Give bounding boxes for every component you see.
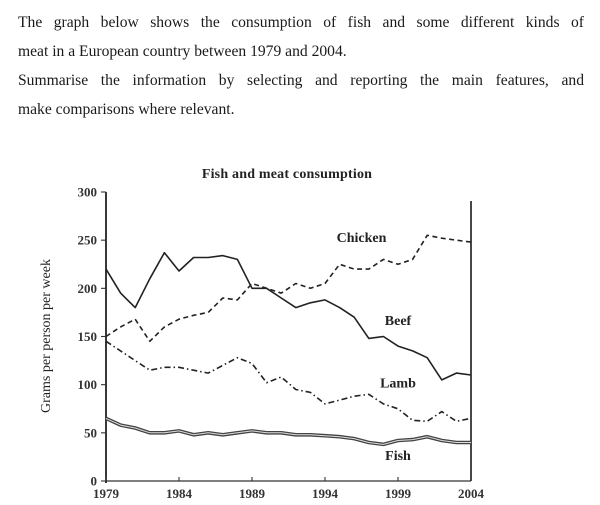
line-chart: Fish and meat consumption Grams per pers… <box>0 150 600 505</box>
y-tick-label: 200 <box>78 281 98 296</box>
x-tick-label: 1984 <box>166 486 193 501</box>
x-tick-label: 1989 <box>239 486 266 501</box>
label-chicken: Chicken <box>337 231 387 246</box>
y-tick-label: 100 <box>78 377 98 392</box>
chart-title: Fish and meat consumption <box>202 167 372 182</box>
y-tick-label: 250 <box>78 233 98 248</box>
y-tick-label: 300 <box>78 185 98 200</box>
lamb-line <box>105 340 472 423</box>
axes: 0 50 100 150 200 250 300 1979 1984 1989 1994 1999 20… <box>78 185 485 502</box>
x-tick-label: 1979 <box>93 486 120 501</box>
series-lines <box>105 234 472 447</box>
label-lamb: Lamb <box>380 377 416 392</box>
prompt-line-1: The graph below shows the consumption of… <box>18 14 584 31</box>
prompt-line-3: Summarise the information by selecting a… <box>18 72 584 89</box>
task-prompt: The graph below shows the consumption of… <box>18 8 584 124</box>
x-tick-label: 1999 <box>385 486 412 501</box>
beef-line <box>105 251 472 381</box>
chicken-line <box>105 234 472 343</box>
prompt-line-2: meat in a European country between 1979 … <box>18 43 347 60</box>
label-fish: Fish <box>385 449 411 464</box>
label-beef: Beef <box>385 314 412 329</box>
series-labels: Chicken Beef Lamb Fish <box>337 231 417 464</box>
x-tick-label: 1994 <box>312 486 339 501</box>
y-axis-title: Grams per person per week <box>39 259 54 413</box>
y-tick-label: 0 <box>91 474 98 489</box>
fish-line <box>105 416 471 447</box>
y-tick-label: 150 <box>78 329 98 344</box>
chart-canvas: Fish and meat consumption Grams per pers… <box>39 167 485 502</box>
x-tick-label: 2004 <box>458 486 485 501</box>
fish-line-inner <box>105 417 471 445</box>
y-tick-label: 50 <box>84 425 97 440</box>
prompt-line-4: make comparisons where relevant. <box>18 101 235 118</box>
